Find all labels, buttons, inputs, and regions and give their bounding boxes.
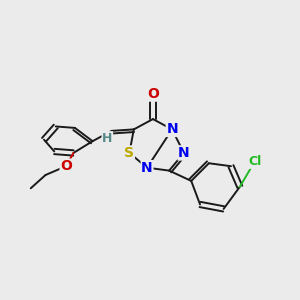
Text: S: S: [124, 146, 134, 160]
Text: N: N: [178, 146, 190, 160]
Text: N: N: [166, 122, 178, 136]
Text: O: O: [147, 87, 159, 101]
Text: N: N: [141, 161, 153, 175]
Text: H: H: [102, 132, 112, 145]
Text: O: O: [60, 159, 72, 173]
Text: Cl: Cl: [248, 155, 261, 168]
